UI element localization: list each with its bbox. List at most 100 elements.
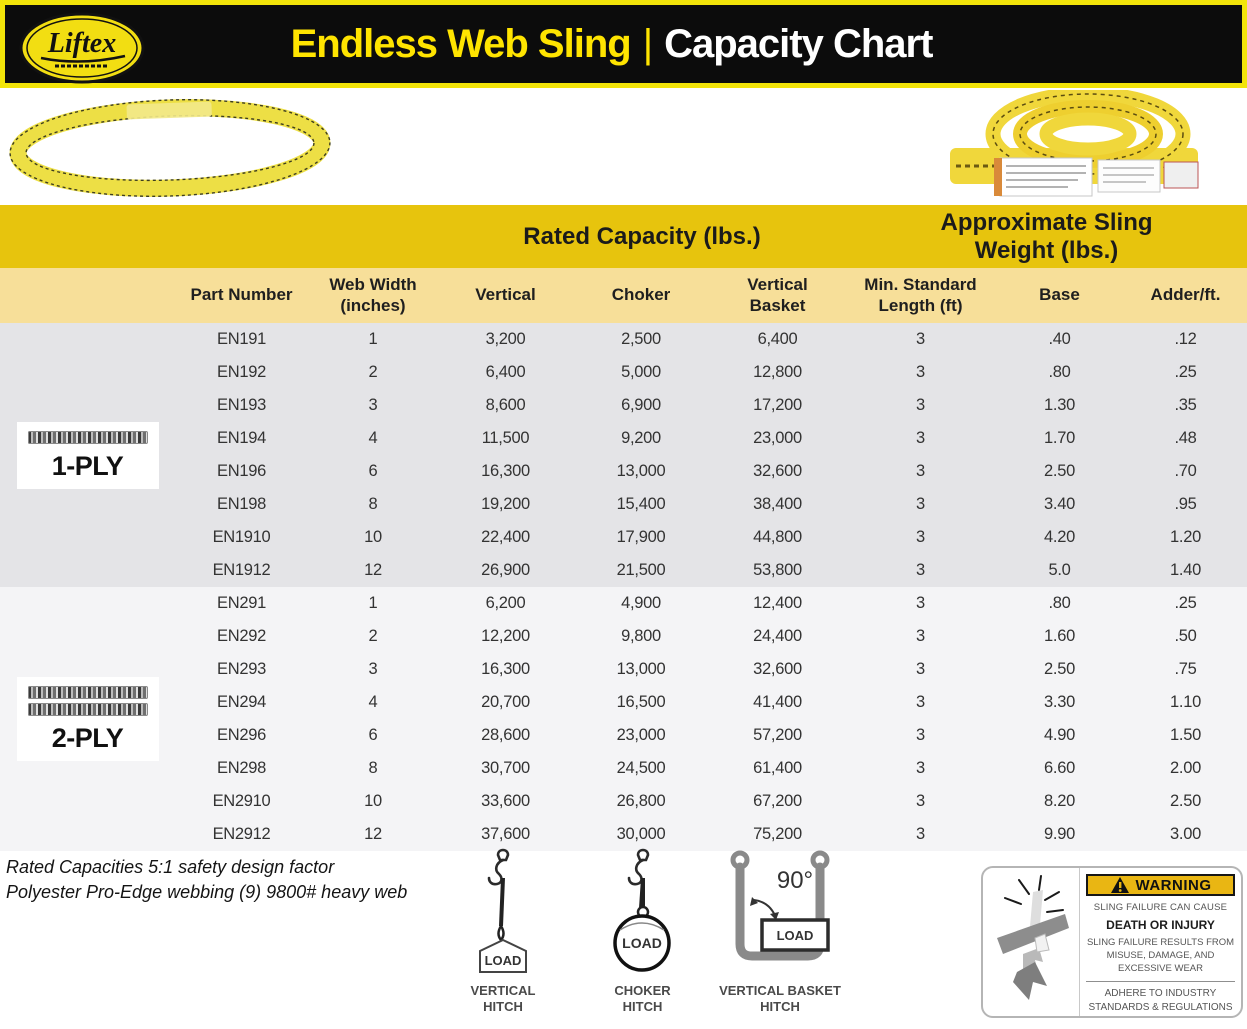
web-width-cell: 8: [368, 495, 378, 513]
min-standard-length-cell: 3: [916, 561, 925, 579]
web-width-cell: 2: [368, 363, 378, 381]
min-standard-length-cell: 3: [916, 825, 925, 843]
vertical-hitch-label: VERTICAL HITCH: [470, 983, 536, 1015]
page-title: Endless Web Sling | Capacity Chart: [290, 21, 934, 67]
title-suffix: Capacity Chart: [664, 21, 933, 66]
table-row: EN291 1 6,200 4,900 12,400 3 .80 .25: [175, 587, 1247, 620]
column-header-vertical-basket: Vertical Basket: [747, 275, 808, 315]
vertical-hitch-diagram: LOAD VERTICAL HITCH: [448, 848, 558, 1016]
warning-line-2: DEATH OR INJURY: [1106, 918, 1215, 932]
vertical-basket-capacity-cell: 17,200: [753, 396, 802, 414]
web-width-cell: 12: [364, 561, 382, 579]
part-number-cell: EN196: [217, 462, 266, 480]
min-standard-length-cell: 3: [916, 660, 925, 678]
table-row: EN2910 10 33,600 26,800 67,200 3 8.20 2.50: [175, 785, 1247, 818]
two-ply-webbing-swatch-2: [27, 703, 148, 716]
liftex-logo: Liftex: [19, 12, 145, 84]
title-product: Endless Web Sling: [290, 21, 632, 66]
base-weight-cell: 8.20: [1044, 792, 1075, 810]
min-standard-length-cell: 3: [916, 693, 925, 711]
web-width-cell: 1: [368, 594, 378, 612]
base-weight-cell: .80: [1048, 363, 1071, 381]
table-row: EN191 1 3,200 2,500 6,400 3 .40 .12: [175, 323, 1247, 356]
column-header-min-standard-length: Min. Standard Length (ft): [864, 275, 977, 315]
one-ply-label-column: 1-PLY: [0, 323, 175, 587]
table-row: EN296 6 28,600 23,000 57,200 3 4.90 1.50: [175, 719, 1247, 752]
warning-title: WARNING: [1135, 876, 1212, 894]
vertical-capacity-cell: 30,700: [481, 759, 530, 777]
capacity-table: Rated Capacity (lbs.) Approximate Sling …: [0, 205, 1247, 851]
vertical-basket-capacity-cell: 12,400: [753, 594, 802, 612]
vertical-capacity-cell: 6,400: [485, 363, 526, 381]
warning-line-4: ADHERE TO INDUSTRY STANDARDS & REGULATIO…: [1088, 988, 1233, 1013]
part-number-cell: EN298: [217, 759, 266, 777]
two-ply-rows: EN291 1 6,200 4,900 12,400 3 .80 .25 EN292 2 12,20…: [175, 587, 1247, 851]
adder-per-ft-cell: 1.50: [1170, 726, 1201, 744]
one-ply-section: 1-PLY EN191 1 3,200 2,500 6,400 3.40.12 EN192 2…: [0, 323, 1247, 587]
part-number-cell: EN192: [217, 363, 266, 381]
part-number-cell: EN2912: [212, 825, 271, 843]
min-standard-length-cell: 3: [916, 462, 925, 480]
table-row: EN298 8 30,700 24,500 61,400 3 6.60 2.00: [175, 752, 1247, 785]
part-number-cell: EN2910: [212, 792, 271, 810]
base-weight-cell: 6.60: [1044, 759, 1075, 777]
web-width-cell: 12: [364, 825, 382, 843]
two-ply-section: 2-PLY EN291 1 6,200 4,900 12,400 3 .80 .25 EN292…: [0, 587, 1247, 851]
choker-hitch-diagram: LOAD CHOKER HITCH: [575, 848, 710, 1016]
min-standard-length-cell: 3: [916, 429, 925, 447]
title-separator: |: [642, 21, 653, 66]
column-header-base: Base: [1039, 285, 1080, 305]
vertical-capacity-cell: 16,300: [481, 660, 530, 678]
vertical-basket-hitch-label: VERTICAL BASKET HITCH: [719, 983, 841, 1015]
choker-capacity-cell: 9,800: [621, 627, 661, 645]
one-ply-label-box: 1-PLY: [16, 421, 159, 489]
base-weight-cell: 2.50: [1044, 462, 1075, 480]
adder-per-ft-cell: .70: [1174, 462, 1197, 480]
base-weight-cell: 4.20: [1044, 528, 1075, 546]
table-row: EN2912 12 37,600 30,000 75,200 3 9.90 3.00: [175, 818, 1247, 851]
min-standard-length-cell: 3: [916, 528, 925, 546]
basket-angle-label: 90°: [777, 867, 813, 894]
part-number-cell: EN191: [217, 330, 266, 348]
adder-per-ft-cell: 3.00: [1170, 825, 1201, 843]
two-ply-webbing-swatch-1: [27, 686, 148, 699]
warning-label: WARNING SLING FAILURE CAN CAUSE DEATH OR…: [981, 866, 1243, 1018]
vertical-capacity-cell: 16,300: [481, 462, 530, 480]
web-width-cell: 6: [368, 462, 378, 480]
choker-capacity-cell: 2,500: [621, 330, 661, 348]
one-ply-webbing-swatch: [27, 430, 148, 444]
vertical-basket-capacity-cell: 32,600: [753, 660, 802, 678]
choker-capacity-cell: 13,000: [616, 462, 666, 480]
table-row: EN1912 12 26,900 21,500 53,800 3 5.0 1.40: [175, 554, 1247, 587]
vertical-basket-capacity-cell: 38,400: [753, 495, 802, 513]
vertical-basket-hitch-diagram: 90° LOAD VERTICAL BASKET HITCH: [700, 848, 860, 1016]
choker-capacity-cell: 30,000: [616, 825, 666, 843]
adder-per-ft-cell: .12: [1174, 330, 1197, 348]
table-row: EN193 3 8,600 6,900 17,200 3 1.30 .35: [175, 389, 1247, 422]
min-standard-length-cell: 3: [916, 396, 925, 414]
base-weight-cell: .40: [1048, 330, 1071, 348]
approx-sling-weight-header: Approximate Sling Weight (lbs.): [940, 208, 1153, 264]
vertical-basket-capacity-cell: 57,200: [753, 726, 802, 744]
adder-per-ft-cell: 2.00: [1170, 759, 1201, 777]
part-number-cell: EN291: [217, 594, 266, 612]
warning-line-1: SLING FAILURE CAN CAUSE: [1093, 902, 1228, 913]
vertical-basket-capacity-cell: 6,400: [757, 330, 798, 348]
part-number-cell: EN293: [217, 660, 266, 678]
vertical-capacity-cell: 20,700: [481, 693, 530, 711]
choker-hitch-icon: LOAD: [612, 848, 671, 972]
logo-brand-text: Liftex: [47, 28, 116, 59]
adder-per-ft-cell: 1.40: [1170, 561, 1201, 579]
adder-per-ft-cell: .75: [1174, 660, 1197, 678]
vertical-basket-capacity-cell: 53,800: [753, 561, 802, 579]
min-standard-length-cell: 3: [916, 627, 925, 645]
vertical-capacity-cell: 28,600: [481, 726, 530, 744]
warning-banner: WARNING: [1086, 874, 1235, 896]
vertical-capacity-cell: 6,200: [485, 594, 526, 612]
vertical-capacity-cell: 8,600: [485, 396, 526, 414]
min-standard-length-cell: 3: [916, 792, 925, 810]
footnotes: Rated Capacities 5:1 safety design facto…: [6, 855, 407, 905]
adder-per-ft-cell: .35: [1174, 396, 1197, 414]
vertical-basket-capacity-cell: 67,200: [753, 792, 802, 810]
